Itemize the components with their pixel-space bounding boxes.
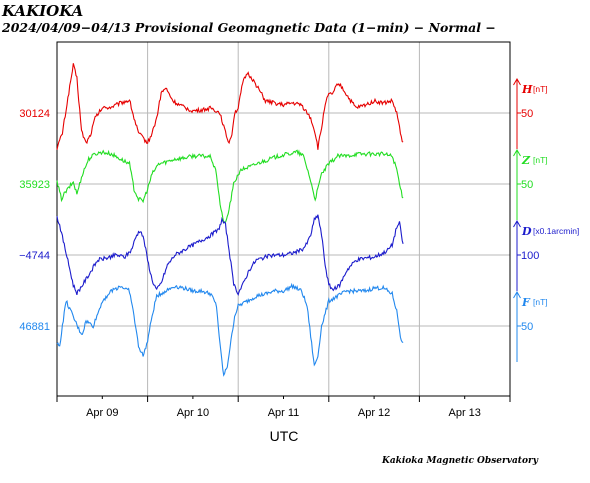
right-axis-f: 50 F [nT] (513, 291, 548, 362)
right-tick-label-d: 100 (521, 250, 539, 262)
x-tick-label: Apr 13 (448, 407, 480, 419)
x-axis-label: UTC (270, 428, 299, 444)
series-unit-d: [x0.1arcmin] (533, 226, 579, 236)
series-line-h (56, 63, 404, 150)
series-name-h: H (521, 83, 533, 96)
right-axis-arrow (513, 149, 521, 157)
series-line-d (56, 214, 404, 296)
series-line-z (56, 149, 404, 224)
series-unit-h: [nT] (533, 84, 548, 94)
right-axis-arrow (513, 220, 521, 228)
grid (57, 42, 510, 396)
series-name-d: D (521, 225, 532, 238)
x-tick-label: Apr 11 (268, 407, 300, 419)
chart-subtitle: 2024/04/09−04/13 Provisional Geomagnetic… (2, 20, 496, 35)
right-axis-arrow (513, 78, 521, 86)
right-tick-label-f: 50 (521, 321, 533, 333)
footer-credit: Kakioka Magnetic Observatory (382, 456, 538, 466)
x-tick-label: Apr 09 (86, 407, 118, 419)
right-axis-d: 100 D [x0.1arcmin] (513, 220, 579, 291)
series-name-f: F (521, 296, 531, 309)
right-axis-h: 50 H [nT] (513, 78, 548, 149)
x-axis: Apr 09 Apr 10 Apr 11 Apr 12 Apr 13 (56, 396, 511, 419)
series-lines (56, 63, 404, 377)
baseline-labels: 30124 35923 −4744 46881 (19, 108, 50, 333)
plot-frame (56, 41, 511, 397)
chart-title: KAKIOKA (2, 2, 84, 20)
series-unit-f: [nT] (533, 297, 548, 307)
series-unit-z: [nT] (533, 155, 548, 165)
right-tick-label-z: 50 (521, 179, 533, 191)
right-axis-z: 50 Z [nT] (513, 149, 548, 220)
right-axis-arrow (513, 291, 521, 299)
baseline-label-z: 35923 (19, 179, 50, 191)
x-tick-label: Apr 10 (177, 407, 209, 419)
series-name-z: Z (521, 154, 531, 167)
baseline-label-f: 46881 (19, 321, 50, 333)
baseline-label-d: −4744 (19, 250, 50, 262)
baseline-label-h: 30124 (19, 108, 50, 120)
right-tick-label-h: 50 (521, 108, 533, 120)
x-tick-label: Apr 12 (358, 407, 390, 419)
series-line-f (56, 282, 404, 377)
